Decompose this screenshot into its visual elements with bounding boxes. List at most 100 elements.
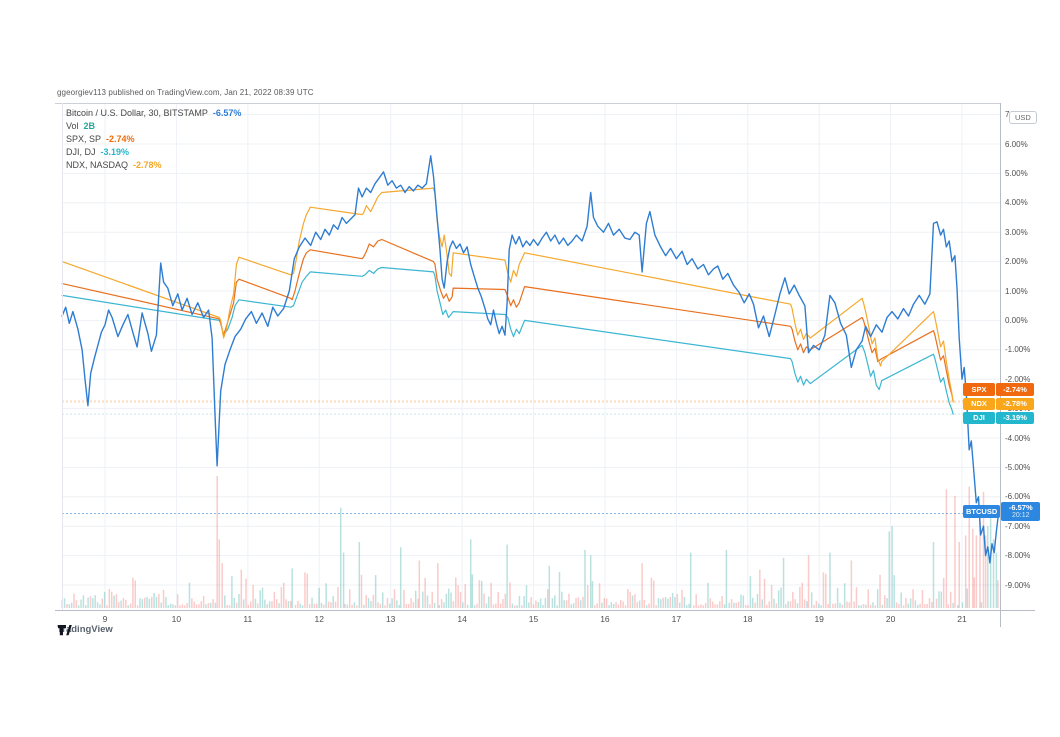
volume-bar (447, 588, 450, 608)
volume-bar (846, 601, 848, 608)
volume-bar (374, 575, 377, 608)
legend-row-spx[interactable]: SPX, SP -2.74% (66, 133, 241, 146)
time-axis-label: 9 (102, 614, 108, 624)
volume-bar (363, 604, 365, 608)
price-axis-label: -7.00% (1005, 521, 1031, 531)
dji-price-tag[interactable]: DJI -3.19% (963, 411, 1034, 425)
volume-bar (742, 595, 745, 608)
volume-bar (172, 604, 174, 608)
time-scale[interactable]: 9 10 11 12 13 14 15 16 17 18 19 20 21 (0, 611, 1060, 627)
price-axis-label: 2.00% (1005, 257, 1028, 267)
volume-bar (940, 591, 943, 608)
volume-bar (997, 580, 999, 608)
volume-bar (367, 598, 370, 608)
volume-bar (678, 602, 681, 608)
volume-bar (480, 580, 483, 608)
time-axis-label: 18 (743, 614, 753, 624)
volume-bar (825, 573, 827, 608)
volume-bar (572, 603, 575, 608)
currency-unit-badge[interactable]: USD (1009, 111, 1037, 124)
volume-bar (584, 549, 586, 608)
volume-bar (202, 596, 205, 608)
volume-bar (478, 580, 481, 608)
volume-bar (226, 604, 228, 608)
volume-bar (697, 605, 700, 608)
volume-bar (209, 602, 212, 608)
price-axis-label: 6.00% (1005, 139, 1028, 149)
volume-bar (796, 603, 799, 608)
volume-bar (110, 591, 113, 608)
time-axis-label: 11 (243, 614, 253, 624)
volume-bar (650, 577, 653, 608)
volume-bar (521, 605, 523, 608)
volume-bar (789, 601, 792, 608)
volume-bar (462, 602, 464, 608)
volume-bar (334, 601, 337, 608)
price-axis-label: 1.00% (1005, 286, 1028, 296)
volume-bar (127, 605, 129, 608)
volume-bar (306, 573, 309, 608)
price-scale[interactable]: 7 6.00% 5.00% 4.00% 3.00% 2.00% 1.00% 0.00% -1.0… (1001, 103, 1060, 610)
btcusd-price-tag[interactable]: BTCUSD -6.57% 20:12 (963, 501, 1041, 522)
legend-change-value: -2.78% (133, 160, 162, 170)
volume-bar (132, 577, 134, 608)
volume-bar (858, 605, 860, 608)
volume-bar (855, 587, 858, 608)
ndx-tag-value: -2.78% (996, 397, 1034, 411)
legend-row-dji[interactable]: DJI, DJ -3.19% (66, 146, 241, 159)
volume-bar (242, 599, 245, 608)
volume-bar (68, 604, 71, 608)
price-axis-label: 4.00% (1005, 198, 1028, 208)
volume-bar (287, 601, 290, 608)
volume-bar (752, 597, 754, 608)
price-axis-label: -5.00% (1005, 462, 1031, 472)
spx-price-tag[interactable]: SPX -2.74% (963, 383, 1034, 396)
volume-bar (867, 589, 869, 608)
volume-bar (827, 604, 829, 608)
volume-bar (155, 596, 158, 608)
volume-bar (834, 603, 836, 608)
volume-bar (176, 594, 179, 608)
volume-bar (122, 598, 125, 608)
volume-bar (108, 589, 111, 608)
volume-bar (782, 557, 785, 608)
volume-bar (318, 587, 320, 608)
dji-line[interactable] (61, 266, 954, 415)
volume-bar (874, 605, 877, 608)
volume-bar (747, 605, 749, 608)
volume-bar (247, 604, 250, 608)
volume-bar (73, 593, 75, 608)
btcusd-line[interactable] (61, 155, 1000, 564)
legend-row-volume[interactable]: Vol 2B (66, 120, 241, 133)
volume-bar (822, 572, 825, 608)
ndx-line[interactable] (61, 187, 954, 403)
volume-bar (926, 604, 928, 608)
legend-row-ndx[interactable]: NDX, NASDAQ -2.78% (66, 159, 241, 172)
tradingview-logo[interactable]: TradingView (57, 624, 113, 636)
legend-row-btcusd[interactable]: Bitcoin / U.S. Dollar, 30, BITSTAMP -6.57… (66, 107, 241, 120)
volume-bar (992, 539, 995, 608)
volume-bar (381, 592, 384, 608)
volume-bar (984, 535, 987, 608)
volume-bar (807, 555, 810, 608)
price-axis-label: 7 (1005, 110, 1010, 120)
spx-line[interactable] (61, 238, 954, 402)
volume-bar (82, 595, 85, 608)
volume-bar (893, 575, 895, 608)
volume-bar (238, 593, 240, 608)
volume-bar (438, 605, 441, 608)
time-axis-label: 14 (457, 614, 467, 624)
volume-bar (848, 602, 851, 608)
volume-bar (949, 591, 952, 608)
volume-bar (780, 587, 782, 608)
ndx-price-tag[interactable]: NDX -2.78% (963, 397, 1034, 411)
volume-bar (216, 476, 218, 608)
volume-bar (843, 583, 846, 608)
price-axis-label: 0.00% (1005, 315, 1028, 325)
volume-bar (551, 598, 554, 608)
volume-bar (118, 602, 120, 608)
volume-bar (254, 598, 257, 608)
volume-bar (87, 597, 89, 608)
volume-bar (813, 604, 815, 608)
